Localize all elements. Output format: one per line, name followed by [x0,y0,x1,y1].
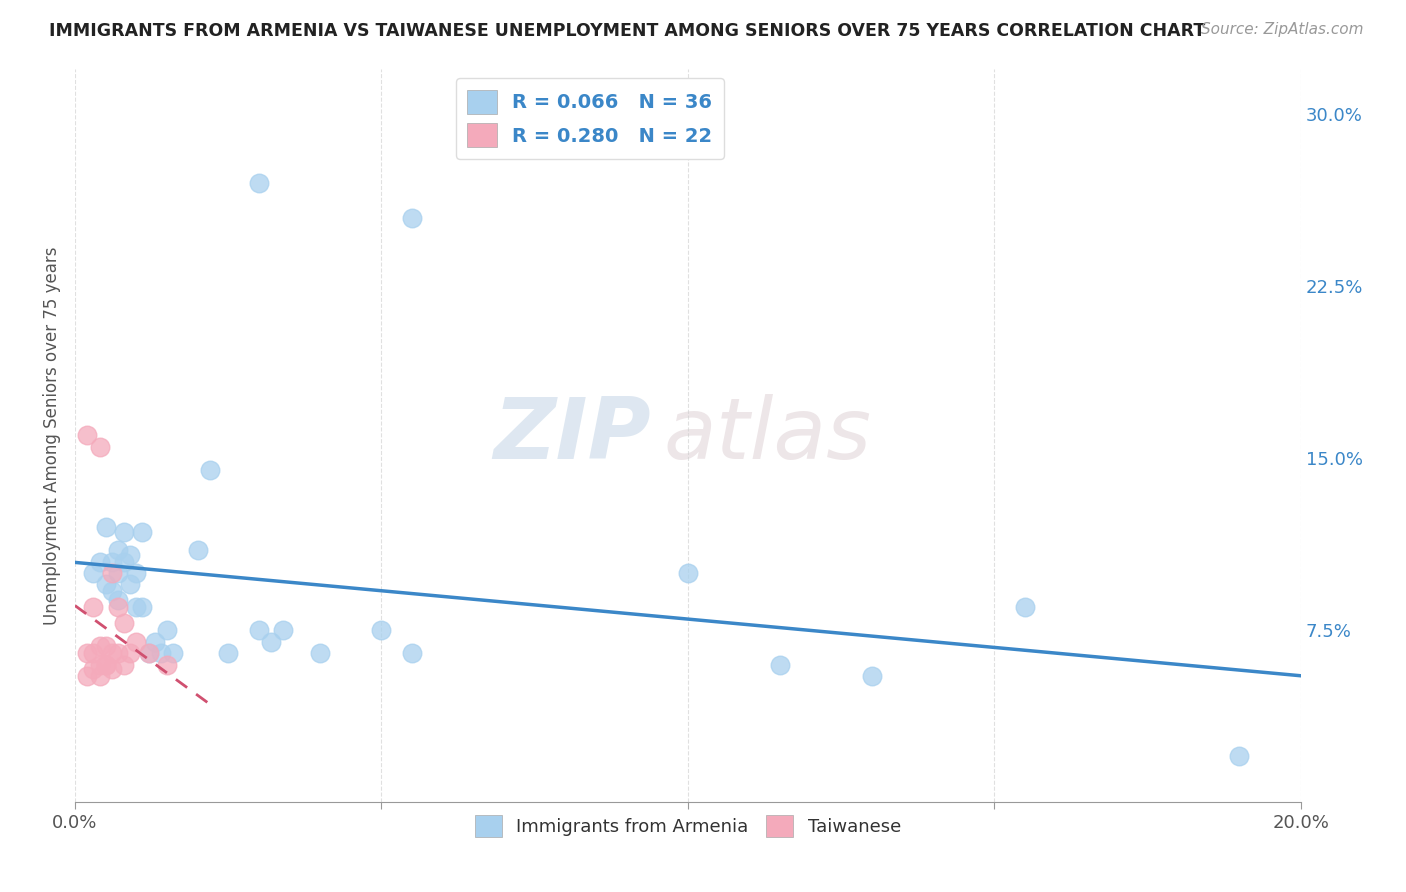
Point [156,624,179,638]
Point [101,662,124,676]
Point [89,440,111,454]
Legend: Immigrants from Armenia, Taiwanese: Immigrants from Armenia, Taiwanese [467,808,908,845]
Point [76,428,98,442]
Point [107,646,129,660]
Point [273,624,295,638]
Point [131,524,153,539]
Point [107,593,129,607]
Point [107,566,129,580]
Point [676,566,699,580]
Point [260,634,283,648]
Point [247,624,270,638]
Point [94,520,117,534]
Point [860,669,883,683]
Point [94,657,117,672]
Point [89,640,111,654]
Point [82,646,104,660]
Point [94,657,117,672]
Point [112,524,135,539]
Point [401,646,423,660]
Point [156,657,179,672]
Point [82,600,104,615]
Point [247,176,270,190]
Point [82,662,104,676]
Point [309,646,332,660]
Point [76,669,98,683]
Point [89,669,111,683]
Text: Source: ZipAtlas.com: Source: ZipAtlas.com [1201,22,1364,37]
Point [138,646,160,660]
Point [131,600,153,615]
Point [76,646,98,660]
Point [370,624,392,638]
Point [143,634,166,648]
Point [198,463,221,477]
Point [125,600,148,615]
Point [125,566,148,580]
Point [101,566,124,580]
Point [89,554,111,568]
Point [82,566,104,580]
Point [101,646,124,660]
Point [769,657,792,672]
Point [101,584,124,599]
Text: atlas: atlas [664,394,872,477]
Point [112,657,135,672]
Point [120,646,142,660]
Point [401,211,423,225]
Point [120,548,142,562]
Point [149,646,172,660]
Point [112,616,135,631]
Point [138,646,160,660]
Point [120,577,142,591]
Point [187,543,209,558]
Point [89,657,111,672]
Point [94,640,117,654]
Point [1014,600,1036,615]
Text: ZIP: ZIP [494,394,651,477]
Text: IMMIGRANTS FROM ARMENIA VS TAIWANESE UNEMPLOYMENT AMONG SENIORS OVER 75 YEARS CO: IMMIGRANTS FROM ARMENIA VS TAIWANESE UNE… [49,22,1205,40]
Point [112,554,135,568]
Point [107,543,129,558]
Point [94,577,117,591]
Point [217,646,239,660]
Y-axis label: Unemployment Among Seniors over 75 years: Unemployment Among Seniors over 75 years [44,246,60,624]
Point [107,600,129,615]
Point [125,634,148,648]
Point [162,646,184,660]
Point [101,554,124,568]
Point [1227,749,1250,764]
